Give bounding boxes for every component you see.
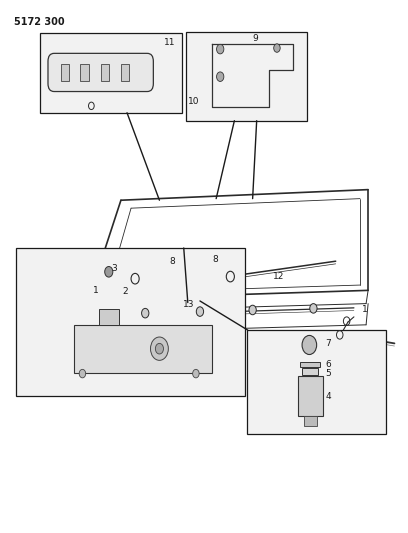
Text: 2: 2 [122,287,128,296]
Circle shape [217,72,224,82]
Bar [298,376,323,416]
Bar [300,362,320,367]
Text: 12: 12 [273,271,284,280]
Bar [121,64,129,82]
Text: 10: 10 [188,96,199,106]
Text: 8: 8 [170,257,175,265]
Text: 7: 7 [326,340,331,349]
Text: 4: 4 [326,392,331,401]
Bar [61,64,69,82]
Circle shape [105,266,113,277]
Circle shape [196,307,204,317]
Bar [80,64,89,82]
Circle shape [193,369,199,378]
Text: 5: 5 [326,369,331,378]
Circle shape [155,343,164,354]
Circle shape [310,304,317,313]
Text: 6: 6 [326,360,331,369]
Text: 1: 1 [362,305,368,314]
Bar [186,32,307,120]
Text: 8: 8 [212,255,218,264]
Circle shape [249,305,256,315]
Bar [74,325,212,373]
Circle shape [79,369,86,378]
FancyBboxPatch shape [48,53,153,92]
Bar [246,330,386,433]
Bar [16,248,244,397]
Text: 3: 3 [112,264,118,272]
Text: 11: 11 [164,38,175,47]
Bar [40,33,182,113]
Circle shape [274,44,280,52]
Text: 9: 9 [253,34,258,43]
Text: 5172 300: 5172 300 [13,17,64,27]
Bar [304,416,317,425]
Circle shape [217,44,224,54]
Bar [100,309,119,325]
Circle shape [151,337,169,360]
FancyBboxPatch shape [160,302,210,324]
Bar [101,64,109,82]
Text: 1: 1 [93,286,98,295]
Text: 13: 13 [183,300,195,309]
Bar [302,368,318,375]
Circle shape [302,335,317,354]
Circle shape [142,309,149,318]
